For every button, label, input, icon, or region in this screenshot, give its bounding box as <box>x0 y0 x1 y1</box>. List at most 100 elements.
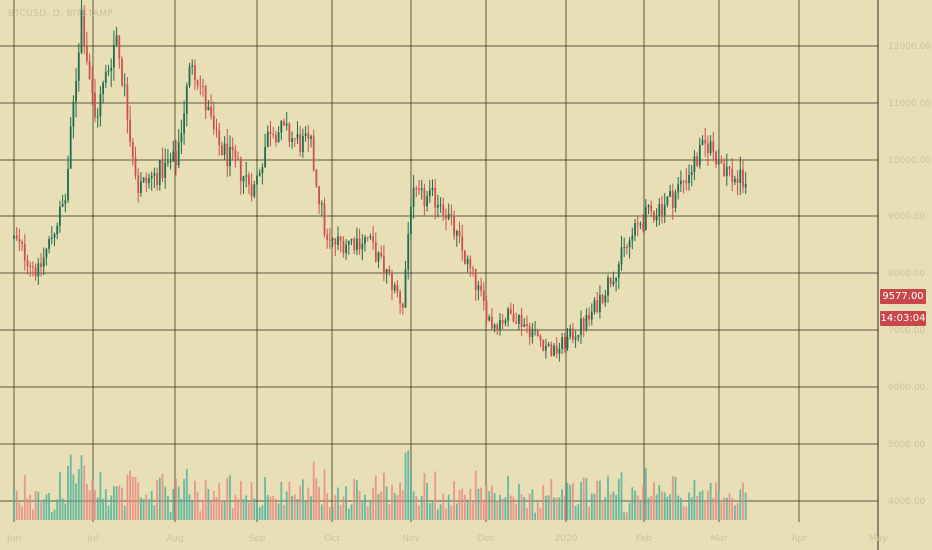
y-tick-label: 7000.00 <box>888 326 925 336</box>
volume-bar <box>466 499 469 520</box>
volume-bar <box>418 505 420 520</box>
volume-bar <box>15 490 18 520</box>
candle-body <box>334 238 337 245</box>
volume-bar <box>45 494 48 520</box>
volume-bar <box>547 495 550 520</box>
candle-body <box>488 316 491 321</box>
volume-bar <box>707 491 709 520</box>
candle-body <box>653 211 655 221</box>
candle-body <box>458 230 461 237</box>
candle-body <box>450 214 453 216</box>
volume-bar <box>445 508 447 520</box>
volume-bar <box>439 504 442 520</box>
candle-body <box>307 133 310 139</box>
volume-bar <box>302 479 304 520</box>
volume-bar <box>650 495 653 520</box>
x-tick-label: Mar <box>711 534 728 544</box>
volume-bar <box>77 468 80 520</box>
candle-body <box>709 141 712 154</box>
candle-body <box>113 44 115 68</box>
candle-body <box>304 133 307 136</box>
candle-body <box>742 169 744 188</box>
volume-bar <box>202 499 204 520</box>
candle-body <box>547 344 550 347</box>
volume-bar <box>102 498 104 520</box>
candle-body <box>269 131 272 134</box>
candle-body <box>496 324 499 331</box>
volume-bar <box>248 502 250 520</box>
volume-bar <box>734 505 736 520</box>
volume-bar <box>696 496 698 520</box>
volume-bar <box>685 507 688 520</box>
candle-body <box>553 345 555 356</box>
volume-bar <box>131 476 134 520</box>
candle-body <box>515 321 518 324</box>
volume-bar <box>196 491 199 520</box>
volume-bar <box>323 469 326 520</box>
volume-bar <box>185 468 188 520</box>
volume-bar <box>361 500 364 520</box>
volume-bar <box>663 492 666 520</box>
volume-bar <box>528 493 531 520</box>
volume-bar <box>337 487 339 520</box>
volume-bar <box>148 499 150 520</box>
x-tick-label: Jul <box>87 534 99 544</box>
volume-bar <box>674 477 677 520</box>
volume-bar <box>393 493 396 520</box>
volume-bar <box>50 511 53 520</box>
volume-bar <box>620 472 623 520</box>
volume-bar <box>64 503 67 520</box>
candle-body <box>169 161 172 163</box>
candle-body <box>466 258 469 264</box>
candle-body <box>53 234 56 238</box>
candle-body <box>172 151 175 162</box>
candle-body <box>318 185 320 205</box>
volume-bar <box>485 485 488 520</box>
candle-body <box>291 138 293 142</box>
volume-bar <box>704 500 707 520</box>
x-tick-label: Nov <box>402 534 420 544</box>
candle-body <box>696 156 698 166</box>
volume-bar <box>577 503 580 520</box>
volume-bar <box>264 476 266 520</box>
volume-bar <box>40 502 42 520</box>
volume-bar <box>326 493 329 520</box>
volume-bar <box>372 488 374 520</box>
volume-bar <box>342 496 345 520</box>
volume-bar <box>96 497 99 520</box>
volume-bar <box>655 494 658 520</box>
volume-bar <box>623 512 626 520</box>
volume-bar <box>272 495 275 520</box>
volume-bar <box>115 486 118 520</box>
volume-bar <box>593 493 596 520</box>
y-tick-label: 11000.00 <box>888 99 931 109</box>
candle-body <box>277 132 280 142</box>
volume-bar <box>266 494 269 520</box>
volume-bar <box>682 505 685 520</box>
volume-bar <box>161 473 164 520</box>
candle-body <box>574 337 577 340</box>
candle-body <box>728 167 731 169</box>
candle-body <box>588 314 590 320</box>
volume-bar <box>396 495 399 520</box>
candle-body <box>685 180 688 184</box>
candle-body <box>628 240 631 248</box>
candle-body <box>617 264 620 278</box>
last-price-tag: 9577.00 <box>880 289 926 304</box>
candle-body <box>80 9 83 53</box>
candle-body <box>266 131 269 148</box>
volume-bar <box>104 489 107 520</box>
volume-bar <box>37 491 40 520</box>
volume-bar <box>315 478 318 520</box>
candle-body <box>72 101 75 127</box>
x-tick-label: Sep <box>249 534 266 544</box>
candle-body <box>207 106 210 110</box>
volume-bar <box>26 498 29 520</box>
volume-bar <box>275 498 277 520</box>
volume-bar <box>491 485 493 520</box>
volume-bar <box>13 487 15 520</box>
candle-body <box>223 143 226 155</box>
candle-body <box>372 236 374 243</box>
